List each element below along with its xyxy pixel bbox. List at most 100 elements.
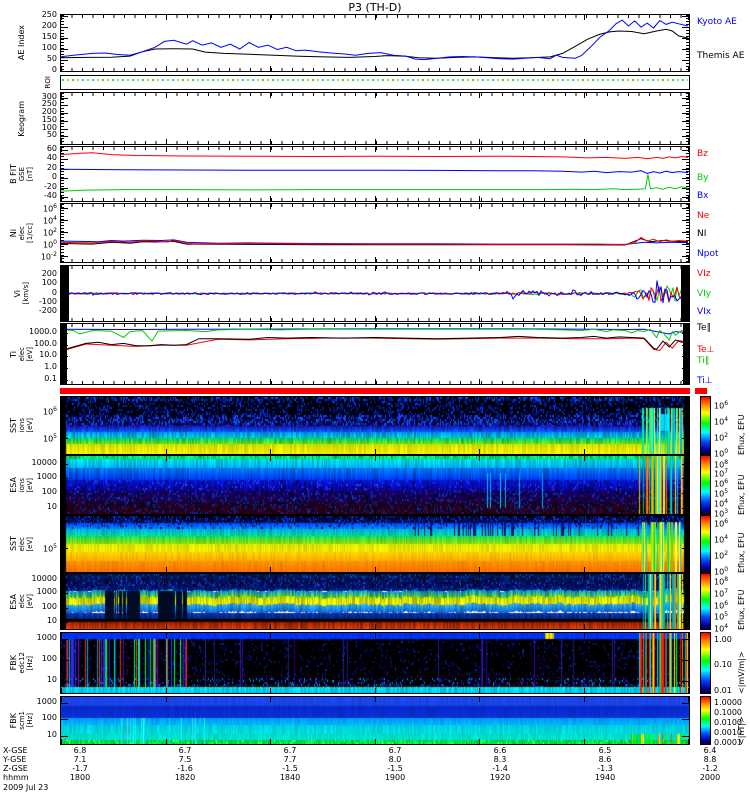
x-axis-value: 1820	[174, 773, 196, 782]
x-tick	[166, 456, 167, 461]
sst_elec-spectrogram	[61, 516, 689, 572]
y-tick	[682, 197, 689, 198]
y-tick	[682, 244, 689, 245]
x-tick	[584, 509, 585, 514]
x-axis-value: -1.3	[597, 764, 613, 773]
fbk2-ytick-label: 1000	[36, 697, 57, 706]
esa_ions-axis-title-line: ESA	[8, 477, 18, 493]
x-tick	[688, 66, 689, 71]
x-tick	[584, 324, 585, 329]
x-tick	[375, 196, 376, 201]
x-tick	[584, 266, 585, 271]
bfit-axis-title-line: GSE	[17, 166, 26, 182]
x-tick	[166, 196, 167, 201]
esa_ions-spectrogram	[61, 456, 689, 514]
comb-r	[686, 204, 689, 262]
plot-title: P3 (TH-D)	[348, 1, 402, 14]
y-tick	[61, 98, 68, 99]
x-tick	[584, 633, 585, 638]
vi-ytick-label: -200	[38, 306, 57, 315]
comb-l	[61, 147, 64, 201]
colorbar-sst_elec	[700, 515, 711, 573]
x-tick	[270, 15, 271, 20]
x-tick	[375, 449, 376, 454]
bfit-ytick-label: 40	[46, 153, 57, 162]
bfit-axis-title: B FIT GSE [nT]	[4, 146, 38, 202]
x-axis-value: 1800	[69, 773, 91, 782]
x-axis-value: 6.4	[703, 746, 717, 755]
x-tick	[270, 266, 271, 271]
x-tick	[375, 266, 376, 271]
esa_elec-colorbar-tick: 104	[714, 623, 729, 634]
sst_ions-ytick-label: 105	[42, 433, 57, 444]
sst_ions-axis-title-line: ions	[17, 418, 26, 433]
x-tick	[584, 139, 585, 144]
panel-bfit	[60, 146, 690, 202]
legend-bx: Bx	[697, 191, 709, 201]
quality-flag-marker	[695, 388, 707, 394]
x-tick	[688, 15, 689, 20]
y-tick	[682, 719, 689, 720]
ni-ytick-label: 100	[42, 239, 57, 250]
y-tick	[682, 622, 689, 623]
esa_ions-colorbar-unit: Eflux, EFU	[737, 474, 746, 516]
x-tick	[61, 257, 62, 262]
x-axis-value: 7.7	[283, 755, 297, 764]
x-tick	[61, 139, 62, 144]
fbk2-axis-title: FBK scm1 [Hz]	[4, 696, 38, 745]
y-tick	[61, 548, 68, 549]
x-tick	[584, 379, 585, 384]
x-tick	[688, 456, 689, 461]
x-tick	[479, 93, 480, 98]
y-tick	[61, 121, 68, 122]
x-axis-value: 7.1	[73, 755, 87, 764]
sst_ions-axis-title: SST ions [eV]	[4, 396, 38, 455]
ti-ytick-label: 1.0	[44, 362, 57, 371]
x-tick	[479, 574, 480, 579]
x-tick	[584, 739, 585, 744]
x-tick	[375, 324, 376, 329]
x-tick	[166, 266, 167, 271]
x-axis-value: 8.6	[598, 755, 612, 764]
sst_ions-colorbar-tick: 102	[714, 432, 729, 443]
x-tick	[166, 516, 167, 521]
fbk2-ytick-label: 10	[46, 730, 57, 739]
x-axis-row-label: Z-GSE	[3, 764, 28, 773]
keo-ytick-label: 200	[41, 107, 57, 116]
legend-viy: VIy	[697, 289, 712, 299]
y-tick	[61, 232, 68, 233]
legend-ti-: Ti∥	[697, 356, 710, 366]
comb-l	[61, 204, 64, 262]
ti-axis-title-line: elec	[17, 346, 26, 362]
panel-esa_ions	[60, 455, 690, 515]
x-tick	[479, 147, 480, 152]
sst_ions-ytick-label: 106	[42, 406, 57, 417]
x-tick	[270, 574, 271, 579]
x-tick	[688, 688, 689, 693]
ae-ytick-label: 0	[51, 65, 57, 74]
panel-sst_elec	[60, 515, 690, 573]
comb-r	[686, 93, 689, 144]
fbk2-ytick-label: 100	[41, 713, 57, 722]
series-vix	[61, 280, 689, 305]
y-tick	[61, 622, 68, 623]
fbk2-colorbar-tick: 0.1000	[714, 708, 742, 717]
y-tick	[61, 464, 68, 465]
fbk1-axis-title-line: FBK	[8, 655, 18, 671]
ti-axis-title-line: Ti	[8, 350, 18, 358]
y-tick	[682, 38, 689, 39]
legend-viz: VIz	[697, 269, 711, 279]
ti-axis-title: Ti elec [eV]	[4, 323, 38, 385]
x-tick	[270, 379, 271, 384]
bfit-ytick-label: -20	[43, 182, 57, 191]
x-tick	[270, 324, 271, 329]
vi-ytick-label: 0	[51, 288, 57, 297]
x-tick	[270, 93, 271, 98]
x-tick	[61, 697, 62, 702]
x-tick	[584, 257, 585, 262]
keo-axis-title-line: Keogram	[16, 100, 26, 137]
fbk1-ytick-label: 1000	[36, 633, 57, 642]
x-tick	[375, 456, 376, 461]
x-tick	[688, 509, 689, 514]
